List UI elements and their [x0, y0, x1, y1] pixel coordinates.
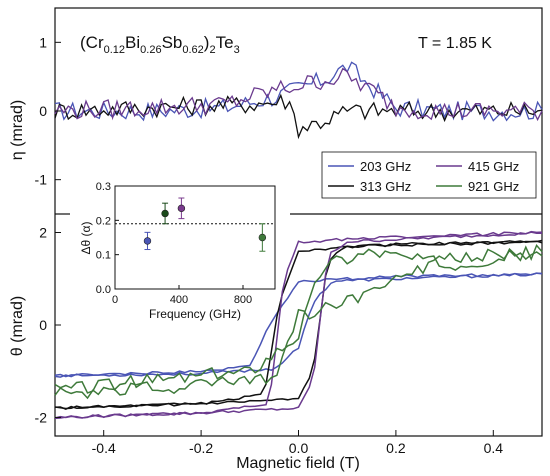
eta-panel: 1 0 -1 η (mrad) (Cr0.12Bi0.26Sb0.62)2Te3 T…	[9, 33, 543, 188]
inset-ytick-label: 0.1	[96, 250, 111, 262]
inset-x-label: Frequency (GHz)	[149, 307, 241, 321]
theta-series-921-ghz-down	[54, 248, 543, 400]
inset-data-point	[161, 209, 169, 218]
legend-entry-label: 921 GHz	[468, 179, 519, 194]
inset-ytick-label: 0.2	[96, 215, 111, 227]
inset-ytick-label: 0.3	[96, 181, 111, 193]
x-tick-label: 0.2	[386, 440, 406, 456]
inset-frame	[114, 185, 276, 290]
eta-series-313-ghz	[54, 93, 543, 140]
legend-box	[321, 151, 537, 199]
theta-ytick-label: -2	[35, 410, 48, 426]
theta-series-313-ghz-up	[54, 239, 543, 411]
theta-series-313-ghz-down	[54, 240, 543, 410]
x-axis-label: Magnetic field (T)	[236, 455, 360, 472]
theta-ytick-label: 2	[39, 225, 47, 241]
eta-ytick-label: 1	[39, 34, 47, 50]
inset-background	[72, 170, 277, 288]
inset-xtick-label: 400	[170, 294, 188, 306]
legend: 203 GHz 415 GHz 313 GHz 921 GHz	[321, 151, 537, 199]
theta-series-203-ghz-down	[54, 272, 543, 378]
legend-entry-label: 203 GHz	[360, 159, 411, 174]
eta-ytick-label: 0	[39, 103, 47, 119]
theta-series-921-ghz-up	[54, 243, 543, 394]
temperature-label: T = 1.85 K	[418, 35, 492, 52]
legend-entry-label: 313 GHz	[360, 179, 411, 194]
inset-xtick-label: 0	[112, 294, 118, 306]
theta-series-415-ghz-down	[54, 230, 543, 420]
legend-entry-label: 415 GHz	[468, 159, 519, 174]
eta-series-415-ghz	[54, 67, 543, 122]
theta-panel: 2 0 -2 -0.4 -0.2 0.0 0.2 0.4 θ (mrad) Magnetic…	[9, 225, 543, 472]
x-tick-label: 0.4	[484, 440, 504, 456]
x-tick-label: -0.4	[92, 440, 116, 456]
inset-xtick-label: 800	[234, 294, 252, 306]
eta-axis-label: η (mrad)	[9, 100, 26, 160]
inset-y-label: Δθ (α)	[79, 222, 93, 255]
inset-data-point	[143, 237, 152, 245]
inset-ytick-label: 0.0	[96, 284, 111, 296]
frequency-inset: 0.0 0.1 0.2 0.3 0 400 800 Δθ (α) Frequency (GH…	[72, 170, 277, 321]
theta-ytick-label: 0	[39, 317, 47, 333]
theta-axis-label: θ (mrad)	[9, 296, 26, 356]
eta-ytick-label: -1	[35, 172, 48, 188]
x-tick-label: -0.2	[189, 440, 213, 456]
theta-series-415-ghz-up	[54, 231, 542, 419]
inset-data-point	[258, 233, 267, 242]
inset-data-point	[177, 204, 186, 213]
compound-formula: (Cr0.12Bi0.26Sb0.62)2Te3	[80, 33, 240, 56]
x-tick-label: 0.0	[289, 440, 309, 456]
